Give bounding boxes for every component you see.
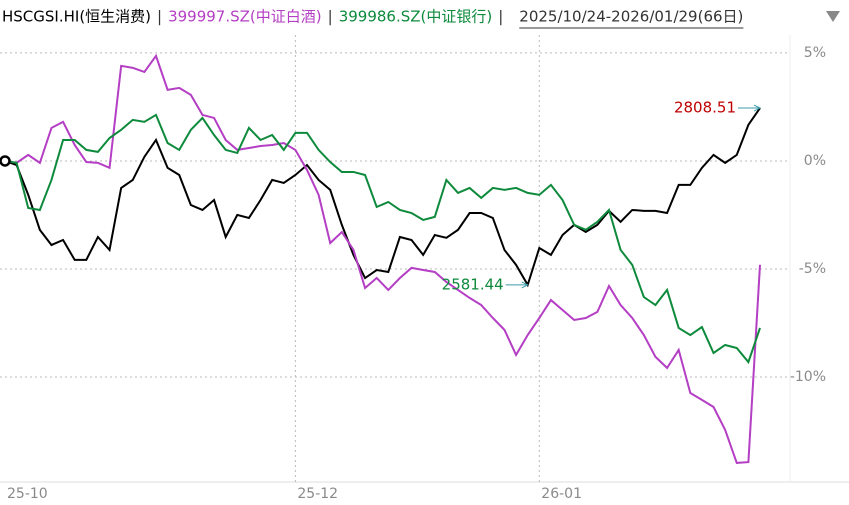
header: HSCGSI.HI(恒生消费) | 399997.SZ(中证白酒) | 399986.S… <box>2 8 744 29</box>
header-text: HSCGSI.HI(恒生消费) <box>2 8 151 26</box>
series-line <box>4 53 761 464</box>
annotation: 2581.44 <box>442 275 504 293</box>
y-tick-label: 5% <box>804 45 826 61</box>
x-tick-label: 25-10 <box>7 486 48 502</box>
annotation-arrowhead <box>753 104 762 112</box>
y-tick-label: 0% <box>804 153 826 169</box>
annotation-arrowhead <box>521 281 529 289</box>
header-text: 399986.SZ(中证银行) <box>339 8 493 26</box>
x-tick-label: 26-01 <box>541 486 582 502</box>
header-text: 399997.SZ(中证白酒) <box>168 8 322 26</box>
series-line <box>4 107 761 288</box>
header-text: | <box>498 8 503 26</box>
start-marker <box>0 155 11 167</box>
header-text: 2025/10/24-2026/01/29(66日) <box>519 8 743 26</box>
x-tick-label: 25-12 <box>297 486 338 502</box>
header-text: | <box>328 8 333 26</box>
y-tick-label: -5% <box>799 261 826 277</box>
header-text: | <box>157 8 162 26</box>
y-tick-label: -10% <box>790 369 826 385</box>
series-line <box>4 113 761 365</box>
annotation: 2808.51 <box>674 99 736 117</box>
dropdown-icon[interactable] <box>826 11 840 22</box>
